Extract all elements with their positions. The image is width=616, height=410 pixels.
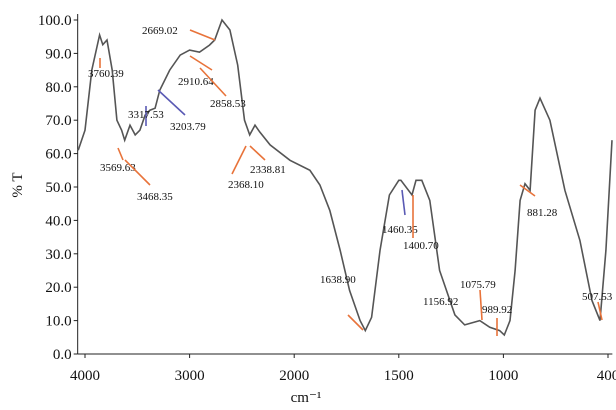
annotation-leader — [597, 301, 603, 321]
y-tick-label: 10.0 — [45, 314, 71, 330]
y-tick-label: 20.0 — [45, 280, 71, 296]
y-tick-label: 70.0 — [45, 113, 71, 129]
x-tick-label: 1500 — [384, 368, 414, 384]
annotation: 3203.79 — [170, 121, 206, 133]
y-tick-label: 80.0 — [45, 80, 71, 96]
annotation: 3569.63 — [100, 162, 136, 174]
annotation: 2669.02 — [142, 25, 178, 37]
annotation-leader — [401, 189, 406, 216]
annotation: 2368.10 — [228, 179, 264, 191]
annotation: 989.92 — [482, 304, 512, 316]
annotation: 3317.53 — [128, 109, 164, 121]
x-tick-label: 1000 — [488, 368, 518, 384]
annotation: 1075.79 — [460, 279, 496, 291]
annotation: 1156.92 — [423, 296, 458, 308]
annotation-leader — [199, 67, 227, 97]
annotation: 3760.39 — [88, 68, 124, 80]
annotation: 507.53 — [582, 291, 613, 303]
y-tick-label: 30.0 — [45, 247, 71, 263]
y-tick-label: 60.0 — [45, 147, 71, 163]
annotation: 2338.81 — [250, 164, 286, 176]
annotation: 881.28 — [527, 207, 558, 219]
y-tick-label: 40.0 — [45, 213, 71, 229]
annotation-leader — [479, 289, 483, 321]
spectrum-line — [77, 18, 613, 337]
y-tick-label: 50.0 — [45, 180, 71, 196]
y-tick-label: 90.0 — [45, 46, 71, 62]
annotation: 1460.35 — [382, 224, 418, 236]
annotation-leader — [157, 89, 186, 116]
annotation-leader — [249, 145, 266, 161]
x-tick-label: 4000 — [70, 368, 100, 384]
annotation: 1638.90 — [320, 274, 356, 286]
x-tick-label: 3000 — [175, 368, 205, 384]
annotation-leader — [519, 184, 536, 197]
x-tick-label: 2000 — [279, 368, 309, 384]
y-tick-label: 0.0 — [53, 347, 72, 363]
annotation: 2910.64 — [178, 76, 214, 88]
annotation-leader — [189, 29, 216, 41]
annotation: 2858.53 — [210, 98, 246, 110]
annotation-leader — [124, 159, 151, 186]
annotation-leader — [231, 145, 247, 175]
y-axis-label: % T — [10, 172, 26, 197]
x-tick-label: 400 — [597, 368, 616, 384]
y-tick-label: 100.0 — [38, 13, 72, 29]
annotation: 1400.70 — [403, 240, 439, 252]
annotation-leader — [347, 314, 364, 331]
annotation: 3468.35 — [137, 191, 173, 203]
annotation-leader — [117, 147, 124, 161]
annotation-leader — [189, 55, 213, 71]
x-axis-label: cm⁻¹ — [291, 390, 322, 406]
